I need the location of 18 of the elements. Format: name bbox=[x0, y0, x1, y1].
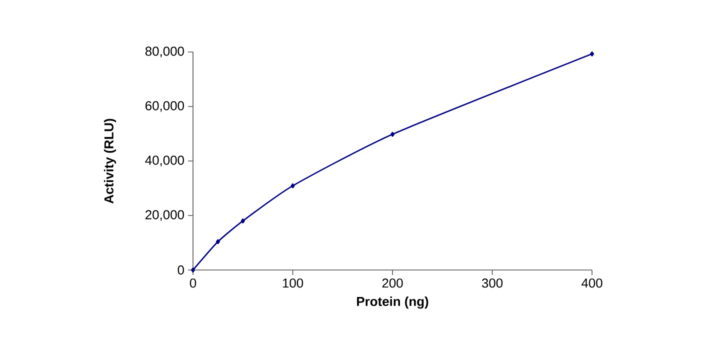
x-tick-label: 100 bbox=[282, 278, 304, 288]
point bbox=[290, 183, 295, 188]
x-tick-label: 0 bbox=[190, 278, 196, 288]
y-tick-label: 60,000 bbox=[146, 101, 184, 112]
point bbox=[590, 51, 594, 56]
y-tick-label: 80,000 bbox=[145, 46, 184, 58]
y-tick-label: 20,000 bbox=[146, 210, 184, 221]
point bbox=[240, 218, 245, 224]
x-tick-label: 300 bbox=[482, 278, 503, 288]
y-tick-label: 0 bbox=[178, 265, 184, 275]
point bbox=[216, 239, 220, 244]
x-axis-title: Protein (ng) bbox=[357, 296, 428, 309]
y-tick-label: 40,000 bbox=[145, 156, 184, 166]
point bbox=[390, 132, 395, 137]
x-tick-label: 400 bbox=[582, 278, 602, 288]
y-axis-title: Activity (RLU) bbox=[104, 118, 116, 204]
point bbox=[190, 268, 196, 272]
x-tick-label: 200 bbox=[382, 278, 403, 288]
